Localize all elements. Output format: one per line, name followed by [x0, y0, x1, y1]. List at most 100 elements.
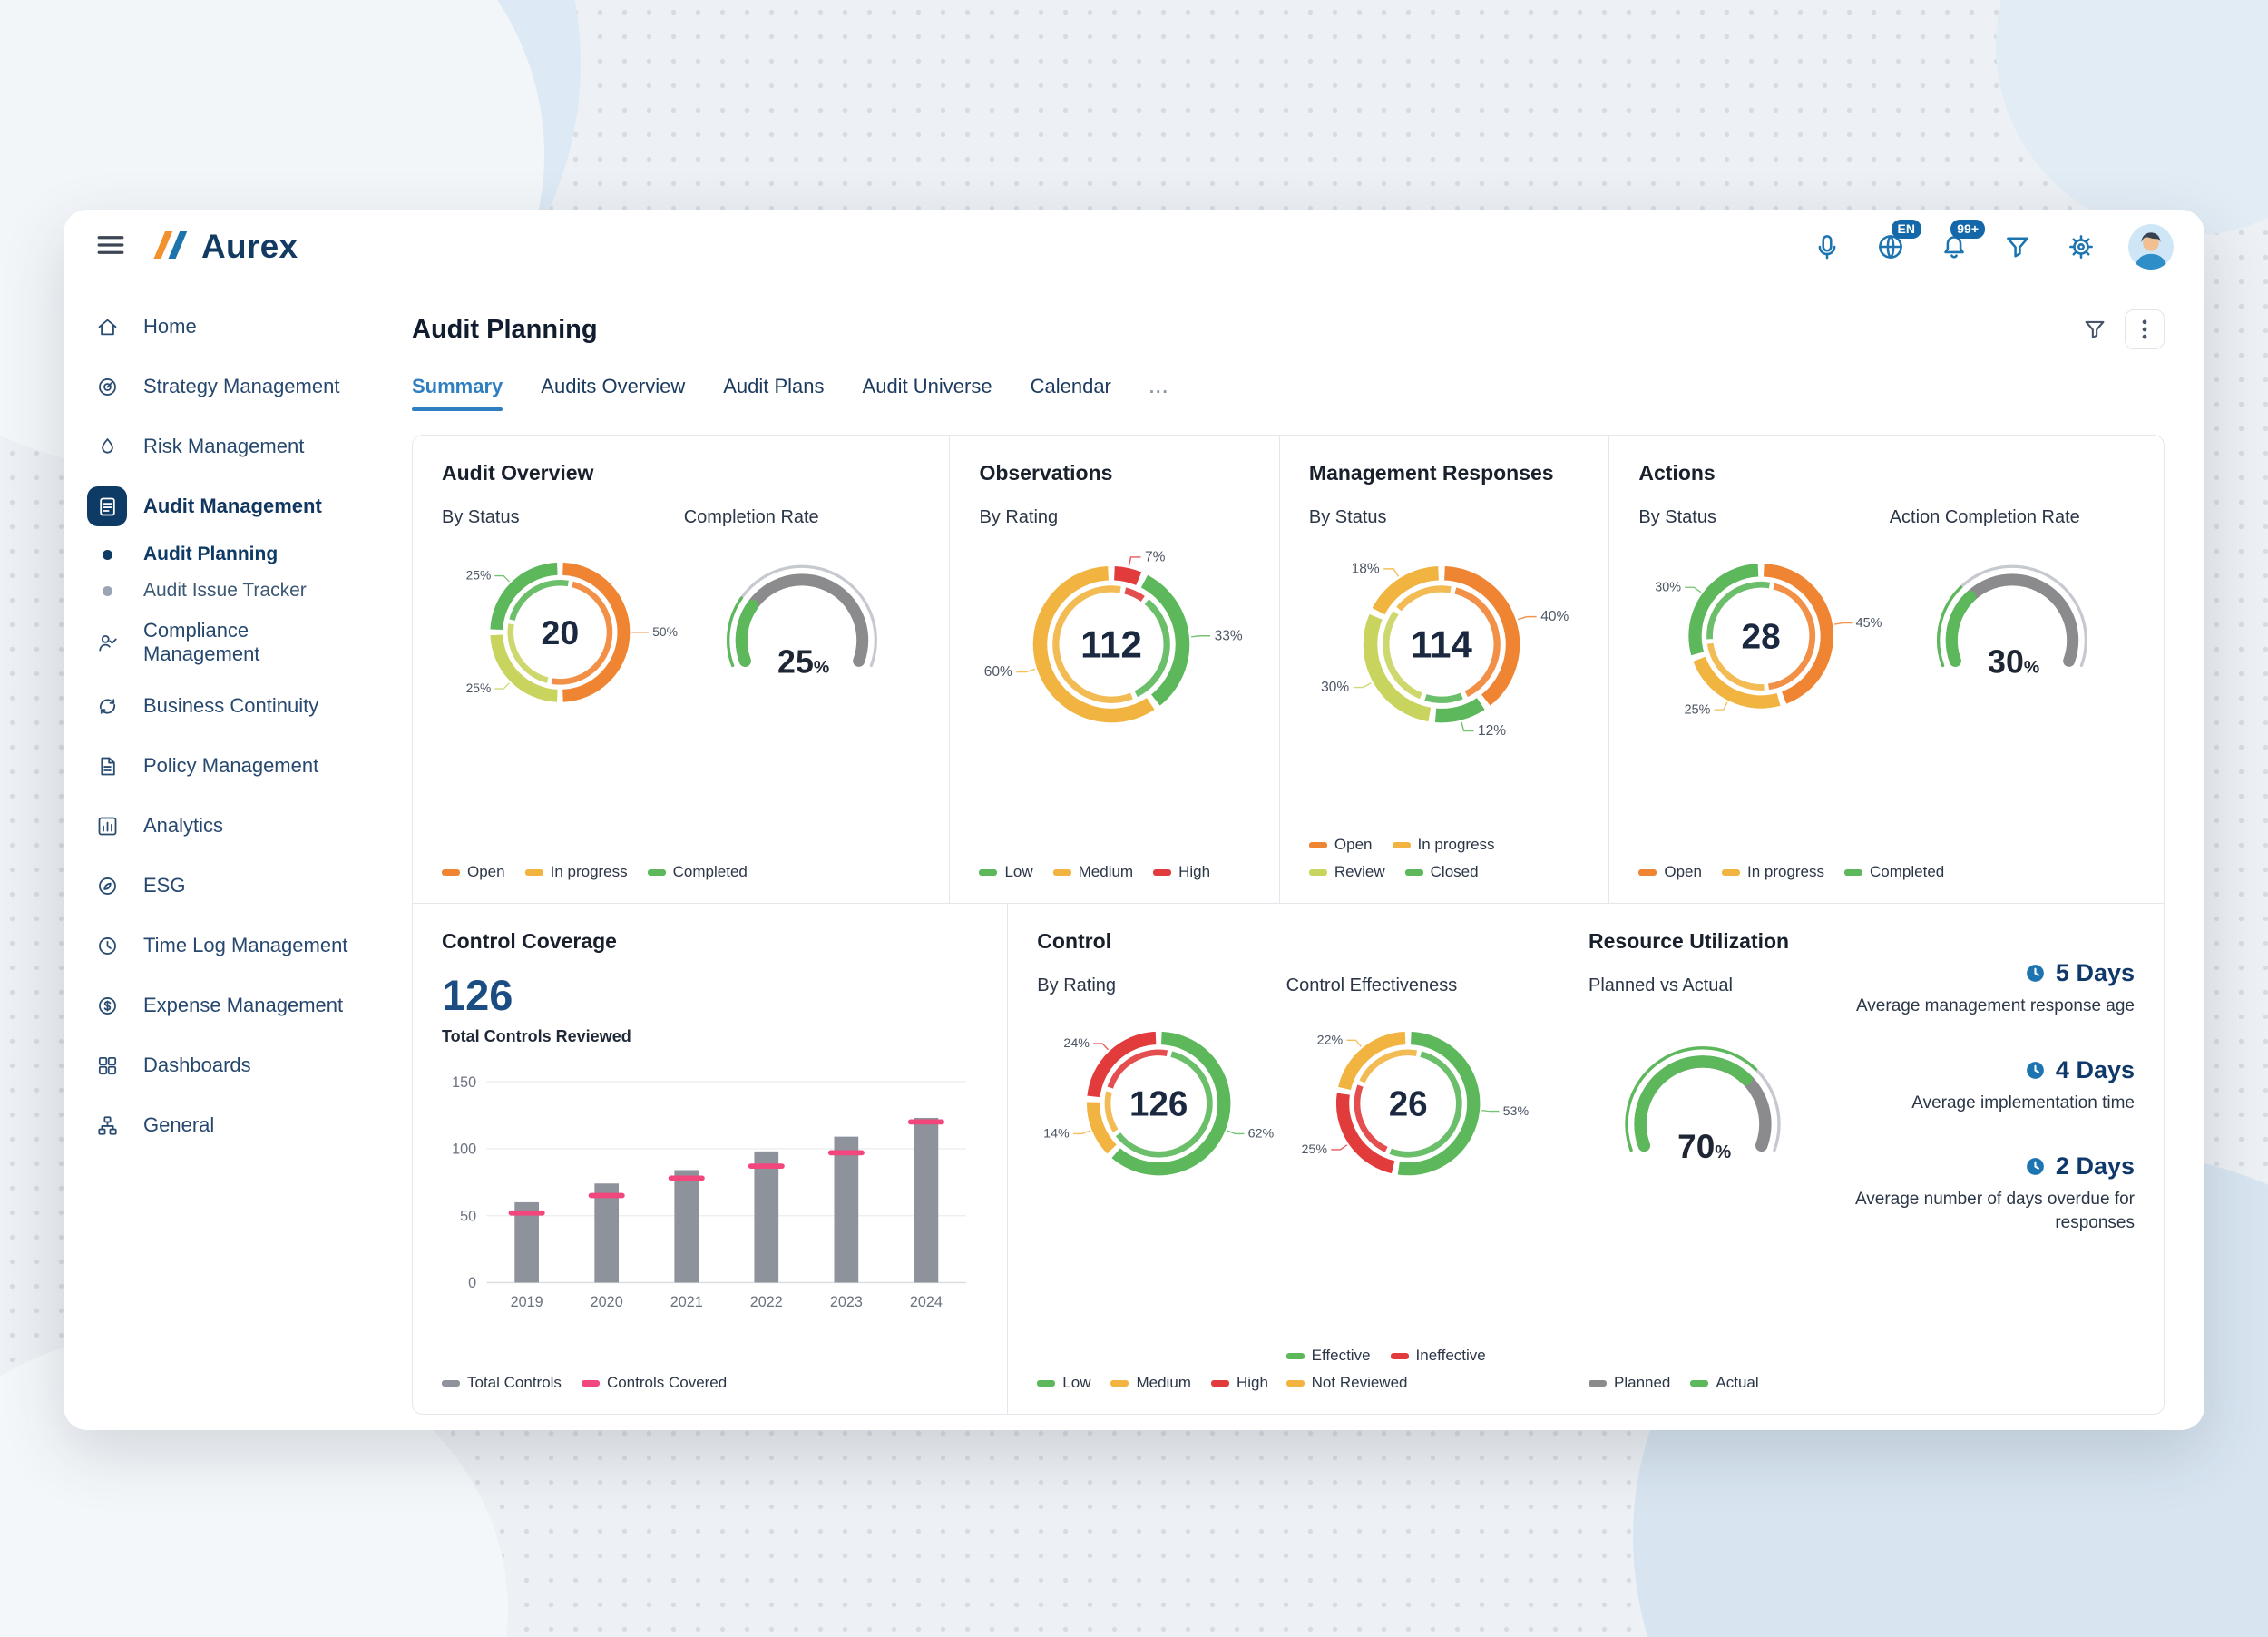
card-audit-overview: Audit Overview By Status 50% 25% 25% 20 Com… [413, 436, 951, 903]
legend-item-controls-covered[interactable]: Controls Covered [581, 1374, 727, 1392]
card-control: Control By Rating 62% 14% 24% 126 Low Medium… [1008, 904, 1559, 1414]
card-title: Resource Utilization [1589, 929, 1790, 953]
legend-item-closed[interactable]: Closed [1404, 863, 1479, 881]
legend-item-completed[interactable]: Completed [647, 863, 748, 881]
card-title: Audit Overview [442, 461, 594, 485]
svg-text:112: 112 [1081, 623, 1143, 666]
legend-label: Not Reviewed [1311, 1374, 1408, 1391]
page-filter-icon[interactable] [2081, 316, 2108, 343]
legend-item-in-progress[interactable]: In progress [1392, 836, 1495, 854]
actions-legend: Open In progress Completed [1638, 847, 2135, 881]
svg-text:114: 114 [1411, 623, 1472, 666]
sidebar-item-label: Dashboards [143, 1054, 251, 1076]
legend-item-medium[interactable]: Medium [1110, 1374, 1191, 1392]
card-title: Observations [979, 461, 1113, 485]
stat-caption: Average number of days overdue for respo… [1854, 1190, 2135, 1232]
svg-text:20: 20 [542, 613, 580, 652]
legend-label: In progress [1746, 863, 1825, 880]
svg-text:2023: 2023 [830, 1294, 863, 1310]
legend-swatch [442, 868, 460, 876]
brand-logo[interactable]: Aurex [151, 227, 298, 268]
sidebar-item-compliance-management[interactable]: Compliance Management [64, 609, 372, 676]
sidebar-item-time-log-management[interactable]: Time Log Management [64, 916, 372, 975]
legend-item-total-controls[interactable]: Total Controls [442, 1374, 562, 1392]
sidebar-item-audit-issue-tracker[interactable]: Audit Issue Tracker [64, 573, 372, 609]
legend-item-low[interactable]: Low [979, 863, 1033, 881]
legend-item-ineffective[interactable]: Ineffective [1390, 1347, 1486, 1365]
tab-more[interactable]: ... [1149, 378, 1169, 397]
stat-value: 5 Days [2055, 959, 2135, 986]
chart-sublabel: Control Effectiveness [1286, 975, 1458, 995]
sidebar-item-risk-management[interactable]: Risk Management [64, 417, 372, 476]
svg-text:2022: 2022 [750, 1294, 783, 1310]
tab-calendar[interactable]: Calendar [1030, 375, 1111, 397]
topbar: Aurex EN 99+ [64, 210, 2204, 284]
legend-swatch [1037, 1379, 1056, 1387]
aurex-logo-icon [151, 227, 192, 268]
legend-item-completed[interactable]: Completed [1844, 863, 1944, 881]
card-title: Management Responses [1308, 461, 1554, 485]
chart-sublabel: Planned vs Actual [1589, 975, 1733, 995]
sidebar-item-home[interactable]: Home [64, 297, 372, 357]
legend-label: Low [1004, 863, 1033, 880]
legend-item-in-progress[interactable]: In progress [524, 863, 628, 881]
legend-item-high[interactable]: High [1153, 863, 1210, 881]
dashboards-icon [87, 1045, 127, 1085]
observations-donut-chart: 7% 33% 60% 112 [979, 532, 1249, 754]
legend-label: Completed [672, 863, 748, 880]
legend-item-actual[interactable]: Actual [1690, 1374, 1759, 1392]
page-header-actions [2081, 309, 2165, 349]
legend-item-not-reviewed[interactable]: Not Reviewed [1286, 1374, 1408, 1392]
sidebar-item-business-continuity[interactable]: Business Continuity [64, 676, 372, 736]
stat-caption: Average implementation time [1911, 1093, 2135, 1113]
user-avatar[interactable] [2128, 224, 2174, 270]
sidebar-item-esg[interactable]: ESG [64, 856, 372, 916]
sidebar-item-policy-management[interactable]: Policy Management [64, 736, 372, 796]
legend-item-open[interactable]: Open [1638, 863, 1702, 881]
sidebar-item-audit-management[interactable]: Audit Management [64, 476, 372, 536]
sidebar-item-dashboards[interactable]: Dashboards [64, 1035, 372, 1095]
svg-text:40%: 40% [1540, 609, 1569, 624]
svg-text:7%: 7% [1145, 549, 1166, 564]
svg-text:22%: 22% [1316, 1033, 1343, 1047]
stat-implementation-time: 4 Days Average implementation time [1839, 1056, 2135, 1115]
legend-item-open[interactable]: Open [442, 863, 505, 881]
language-globe-icon[interactable]: EN [1874, 220, 1921, 263]
resource-utilization-gauge-chart: 70% [1589, 1033, 1830, 1194]
control-coverage-legend: Total Controls Controls Covered [442, 1358, 978, 1392]
sidebar-item-general[interactable]: General [64, 1095, 372, 1155]
legend-item-medium[interactable]: Medium [1052, 863, 1133, 881]
legend-item-open[interactable]: Open [1308, 836, 1373, 854]
legend-item-review[interactable]: Review [1308, 863, 1385, 881]
sidebar-item-expense-management[interactable]: Expense Management [64, 975, 372, 1035]
legend-item-planned[interactable]: Planned [1589, 1374, 1670, 1392]
settings-gear-icon[interactable] [2065, 230, 2097, 263]
page-kebab-menu-icon[interactable] [2125, 309, 2165, 349]
stat-value: 4 Days [2055, 1055, 2135, 1083]
sidebar-item-strategy-management[interactable]: Strategy Management [64, 357, 372, 417]
sidebar-item-label: Compliance Management [143, 619, 260, 665]
legend-swatch [1286, 1352, 1305, 1359]
action-completion-rate-gauge-chart: 30% [1890, 552, 2135, 708]
svg-text:62%: 62% [1248, 1127, 1275, 1142]
stat-days-overdue: 2 Days Average number of days overdue fo… [1839, 1152, 2135, 1234]
sidebar-item-audit-planning[interactable]: Audit Planning [64, 536, 372, 573]
tab-audit-plans[interactable]: Audit Plans [723, 375, 825, 397]
svg-text:25%: 25% [1685, 702, 1711, 717]
notifications-bell-icon[interactable]: 99+ [1938, 220, 1985, 263]
tab-summary[interactable]: Summary [412, 375, 503, 411]
sidebar-item-label: Risk Management [143, 435, 305, 457]
svg-text:30%: 30% [1321, 680, 1349, 695]
svg-text:14%: 14% [1043, 1127, 1070, 1142]
legend-item-in-progress[interactable]: In progress [1721, 863, 1825, 881]
legend-item-effective[interactable]: Effective [1286, 1347, 1371, 1365]
chart-sublabel: By Status [1638, 507, 1716, 527]
tab-audit-universe[interactable]: Audit Universe [862, 375, 992, 397]
microphone-icon[interactable] [1811, 230, 1843, 263]
filter-icon[interactable] [2001, 230, 2034, 263]
hamburger-menu-icon[interactable] [94, 229, 127, 266]
legend-item-high[interactable]: High [1210, 1374, 1268, 1392]
legend-item-low[interactable]: Low [1037, 1374, 1090, 1392]
sidebar-item-analytics[interactable]: Analytics [64, 796, 372, 856]
tab-audits-overview[interactable]: Audits Overview [541, 375, 686, 397]
